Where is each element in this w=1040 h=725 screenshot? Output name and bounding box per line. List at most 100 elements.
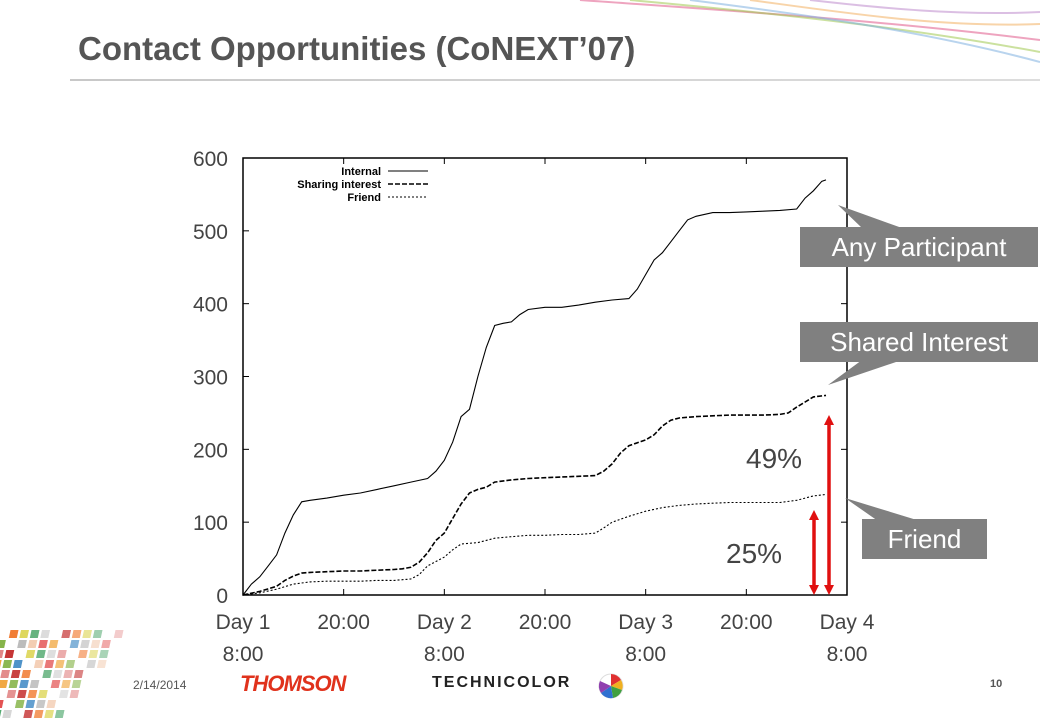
- mosaic-tile: [69, 640, 80, 648]
- mosaic-tile: [99, 650, 109, 658]
- mosaic-tile: [38, 690, 48, 698]
- mosaic-tile: [27, 690, 38, 698]
- mosaic-tile: [36, 650, 46, 658]
- mosaic-tile: [80, 640, 90, 648]
- x-tick-label: Day 3: [618, 611, 673, 634]
- x-tick-label: Day 1: [216, 611, 271, 634]
- mosaic-tile: [96, 660, 107, 668]
- mosaic-tile: [17, 640, 27, 648]
- mosaic-tile: [65, 660, 76, 668]
- callout-pointer-any-participant: [838, 205, 902, 228]
- mosaic-tile: [25, 700, 36, 708]
- mosaic-tile: [57, 650, 67, 658]
- mosaic-tile: [59, 690, 69, 698]
- mosaic-tile: [21, 670, 31, 678]
- legend-label: Friend: [347, 192, 381, 204]
- mosaic-tile: [61, 630, 71, 638]
- mosaic-tile: [19, 680, 29, 688]
- mosaic-tile: [29, 680, 40, 688]
- mosaic-tile: [88, 650, 99, 658]
- mosaic-tile: [86, 660, 97, 668]
- mosaic-tile: [23, 710, 33, 718]
- y-tick-label: 400: [193, 294, 228, 317]
- mosaic-tile: [71, 680, 82, 688]
- decorative-swooshes: [540, 0, 1040, 85]
- mosaic-tile: [90, 640, 101, 648]
- percent-shared-interest: 49%: [746, 443, 803, 474]
- y-tick-label: 600: [193, 148, 228, 171]
- mosaic-tile: [71, 630, 82, 638]
- mosaic-tile: [2, 710, 12, 718]
- mosaic-tile: [42, 670, 52, 678]
- callout-pointer-shared-interest: [828, 360, 902, 385]
- x-tick-label-line2: 8:00: [625, 643, 666, 666]
- legend-label: Internal: [341, 166, 381, 178]
- mosaic-tile: [17, 690, 27, 698]
- mosaic-tile: [78, 650, 88, 658]
- mosaic-tile: [0, 710, 2, 718]
- mosaic-tile: [10, 670, 21, 678]
- mosaic-tile: [44, 660, 55, 668]
- mosaic-tile: [0, 680, 8, 688]
- y-tick-label: 100: [193, 512, 228, 535]
- footer-date: 2/14/2014: [133, 678, 187, 692]
- callout-friend: Friend: [862, 519, 987, 559]
- mosaic-tile: [92, 630, 103, 638]
- mosaic-tile: [46, 700, 57, 708]
- mosaic-tile: [69, 690, 80, 698]
- mosaic-tile: [8, 680, 19, 688]
- mosaic-tile: [0, 670, 10, 678]
- series-line-internal: [242, 179, 827, 596]
- mosaic-tile: [54, 710, 65, 718]
- y-tick-label: 200: [193, 439, 228, 462]
- x-tick-label: Day 2: [417, 611, 472, 634]
- legend-label: Sharing interest: [297, 179, 381, 191]
- mosaic-tile: [25, 650, 36, 658]
- mosaic-tile: [4, 650, 15, 658]
- x-tick-label: 20:00: [720, 611, 773, 634]
- x-tick-label-line2: 8:00: [827, 643, 868, 666]
- mosaic-tile: [0, 650, 4, 658]
- callout-pointer-friend: [845, 498, 920, 521]
- y-tick-label: 500: [193, 221, 228, 244]
- mosaic-tile: [48, 640, 59, 648]
- page-number: 10: [990, 678, 1003, 690]
- callout-any-participant: Any Participant: [800, 227, 1038, 267]
- mosaic-tile: [19, 630, 29, 638]
- mosaic-tile: [6, 690, 17, 698]
- mosaic-tile: [2, 660, 13, 668]
- mosaic-tile: [29, 630, 40, 638]
- mosaic-tile: [33, 660, 44, 668]
- x-tick-label: Day 4: [820, 611, 875, 634]
- mosaic-tile: [82, 630, 92, 638]
- mosaic-tile: [35, 700, 46, 708]
- mosaic-tile: [27, 640, 38, 648]
- mosaic-tile: [12, 660, 23, 668]
- x-tick-label-line2: 8:00: [424, 643, 465, 666]
- mosaic-tile: [0, 700, 4, 708]
- x-tick-label: 20:00: [317, 611, 370, 634]
- mosaic-tile: [44, 710, 54, 718]
- series-line-sharing-interest: [242, 394, 827, 596]
- slide-title: Contact Opportunities (CoNEXT’07): [78, 30, 636, 67]
- mosaic-tile: [61, 680, 71, 688]
- mosaic-tile: [101, 640, 111, 648]
- technicolor-mark-icon: [596, 672, 626, 705]
- mosaic-tile: [46, 650, 57, 658]
- mosaic-tile: [40, 630, 50, 638]
- mosaic-tile: [8, 630, 19, 638]
- mosaic-tile: [0, 660, 2, 668]
- technicolor-logo: TECHNICOLOR: [432, 674, 572, 691]
- callout-shared-interest: Shared Interest: [800, 322, 1038, 362]
- decorative-mosaic: [0, 630, 150, 725]
- mosaic-tile: [63, 670, 73, 678]
- mosaic-tile: [14, 700, 25, 708]
- thomson-logo: THOMSON: [240, 671, 346, 696]
- y-tick-label: 300: [193, 367, 228, 390]
- mosaic-tile: [0, 640, 6, 648]
- plot-frame: [242, 157, 848, 596]
- mosaic-tile: [38, 640, 48, 648]
- mosaic-tile: [52, 670, 63, 678]
- x-tick-label-line2: 8:00: [223, 643, 264, 666]
